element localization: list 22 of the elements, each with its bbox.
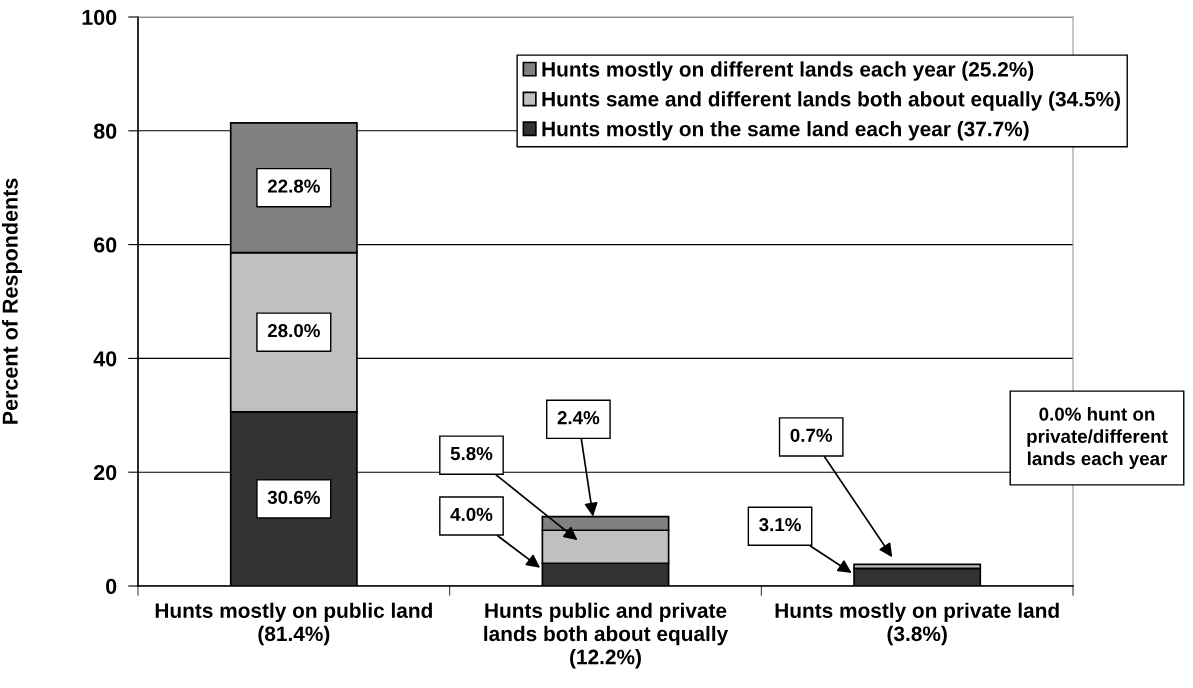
y-tick-label: 100 bbox=[82, 9, 117, 26]
data-label: 30.6% bbox=[267, 490, 320, 504]
y-tick-label: 60 bbox=[94, 237, 117, 253]
y-axis-title: Percent of Respondents bbox=[1, 178, 23, 424]
data-label: 0.7% bbox=[790, 428, 833, 442]
data-label: 5.8% bbox=[450, 446, 493, 461]
x-tick-label: Hunts mostly on public land (81.4%) bbox=[155, 602, 432, 646]
data-label: 3.1% bbox=[759, 518, 801, 532]
x-tick-label: Hunts public and private lands both about equally (12.2%) bbox=[484, 602, 729, 669]
y-tick-label: 20 bbox=[93, 464, 117, 481]
legend-label: Hunts same and different lands both about equally (34.5%) bbox=[542, 91, 1120, 111]
legend-label: Hunts mostly on the same land each year (37.7%) bbox=[542, 121, 1029, 141]
data-label: 28.0% bbox=[267, 323, 320, 338]
x-tick-label: Hunts mostly on private land (3.8%) bbox=[775, 602, 1059, 646]
y-tick-label: 80 bbox=[93, 123, 117, 139]
data-label: 2.4% bbox=[557, 411, 600, 425]
data-label: 4.0% bbox=[450, 507, 493, 522]
legend-label: Hunts mostly on different lands each year (25.2%) bbox=[542, 61, 1034, 81]
y-tick-label: 0 bbox=[106, 578, 117, 595]
y-tick-label: 40 bbox=[93, 351, 117, 367]
annotation: 0.0% hunt on private/different lands each year bbox=[1027, 407, 1168, 469]
data-label: 22.8% bbox=[267, 179, 320, 193]
